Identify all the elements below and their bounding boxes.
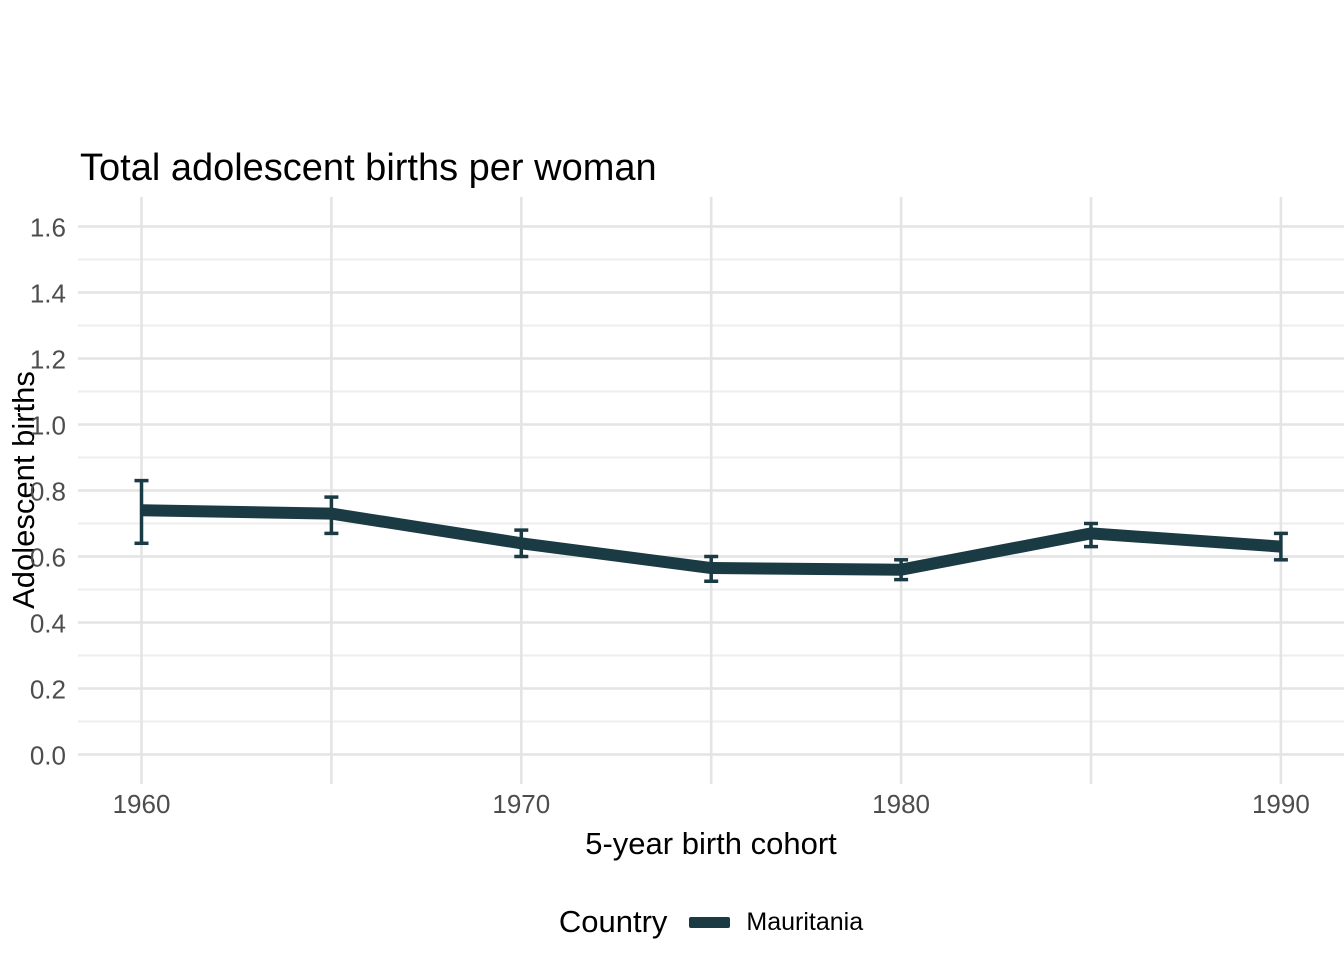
data-line [141,504,1282,576]
y-tick-labels: 0.0 0.2 0.4 0.6 0.8 1.0 1.2 1.4 1.6 [30,213,66,771]
svg-text:0.6: 0.6 [30,543,66,573]
x-axis-title: 5-year birth cohort [585,826,837,861]
legend-line-swatch [689,916,731,928]
legend-label: Mauritania [746,907,864,936]
svg-text:0.2: 0.2 [30,675,66,705]
svg-text:1970: 1970 [492,789,550,819]
svg-text:1990: 1990 [1252,789,1310,819]
svg-text:1.0: 1.0 [30,411,66,441]
svg-text:1.4: 1.4 [30,279,66,309]
svg-text:0.0: 0.0 [30,741,66,771]
x-tick-labels: 1960 1970 1980 1990 [113,789,1310,819]
legend-title: Country [558,904,668,939]
svg-text:1.2: 1.2 [30,345,66,375]
svg-text:1980: 1980 [872,789,930,819]
gridlines-major-vertical [140,197,1283,784]
svg-text:0.4: 0.4 [30,609,66,639]
svg-text:1.6: 1.6 [30,213,66,243]
chart-title: Total adolescent births per woman [80,147,657,189]
svg-text:1960: 1960 [113,789,171,819]
legend: Country Mauritania [78,898,1344,946]
svg-text:0.8: 0.8 [30,477,66,507]
